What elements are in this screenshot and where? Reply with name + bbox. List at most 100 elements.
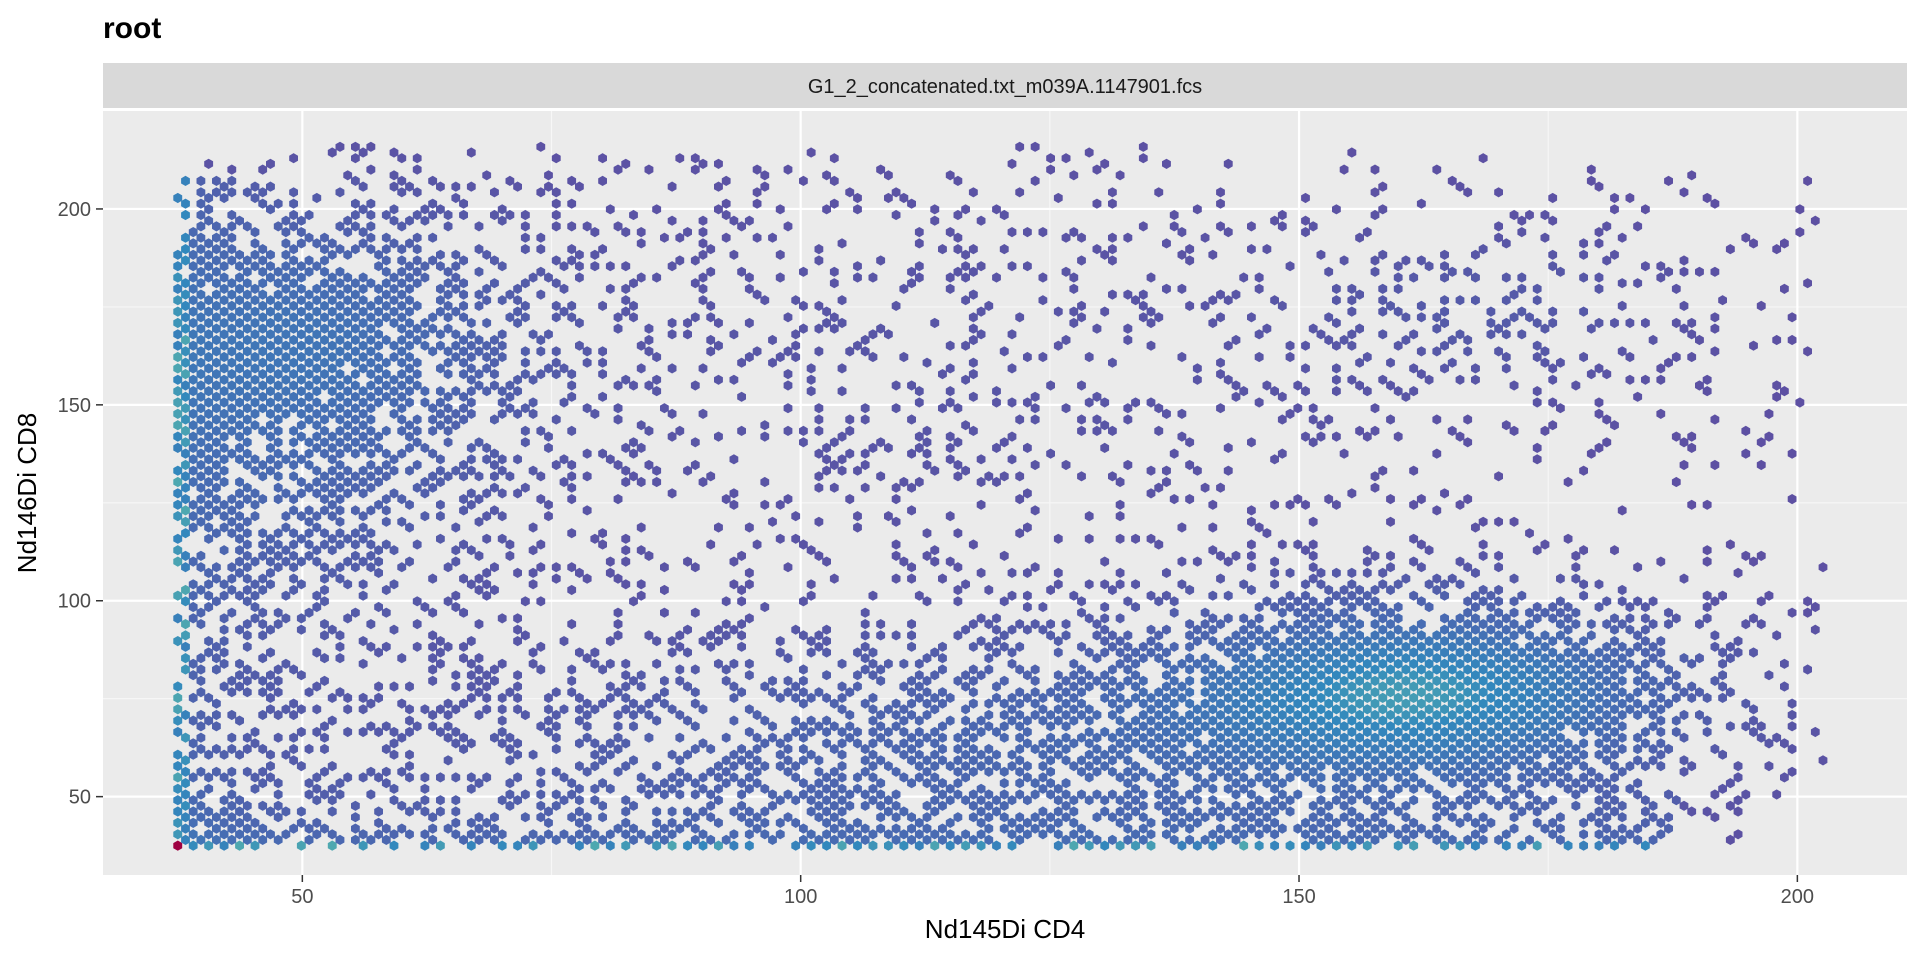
hex-cell [1030, 175, 1040, 186]
hex-cell [312, 317, 322, 329]
hex-cell [1725, 778, 1735, 789]
hex-cell [1100, 556, 1110, 567]
hex-cell [1787, 494, 1797, 505]
hex-cell [459, 414, 468, 425]
hex-cell [1123, 789, 1133, 800]
hex-cell [1370, 721, 1380, 732]
hex-cell [266, 374, 275, 385]
hex-cell [459, 698, 468, 709]
hex-cell [660, 834, 669, 845]
hex-cell [1154, 482, 1164, 493]
hex-cell [706, 539, 716, 550]
hex-cell [235, 215, 244, 226]
hex-cell [327, 476, 337, 488]
hex-cell [1138, 221, 1148, 232]
hex-cell [544, 726, 553, 738]
hex-cell [235, 386, 244, 397]
hex-cell [420, 340, 430, 351]
hex-cell [1648, 687, 1658, 698]
hex-cell [1563, 692, 1573, 703]
hex-cell [1362, 726, 1372, 738]
hex-cell [451, 420, 461, 431]
hex-cell [1169, 687, 1179, 698]
hex-cell [791, 817, 801, 828]
hex-cell [1362, 567, 1372, 578]
hex-cell [1378, 579, 1388, 590]
hex-cell [266, 806, 275, 817]
hex-cell [1169, 664, 1179, 675]
hex-cell [806, 749, 816, 760]
hex-cell [351, 482, 360, 493]
hex-cell [845, 800, 855, 811]
hex-cell [1710, 596, 1720, 607]
hex-cell [914, 590, 924, 601]
hex-cell [1308, 732, 1318, 743]
hex-cell [1339, 743, 1349, 755]
hex-cell [1038, 772, 1048, 783]
hex-cell [1162, 465, 1171, 476]
hex-cell [219, 840, 229, 851]
hex-cell [1540, 664, 1550, 675]
hex-cell [1525, 721, 1534, 732]
hex-cell [250, 772, 260, 783]
hex-cell [304, 266, 314, 277]
hex-cell [343, 704, 353, 715]
hex-cell [235, 533, 244, 544]
hex-cell [1069, 272, 1079, 283]
hex-cell [513, 317, 522, 329]
hex-cell [1393, 681, 1403, 692]
hex-cell [1301, 840, 1310, 851]
hex-cell [258, 834, 268, 845]
hex-cell [621, 283, 631, 294]
hex-cell [343, 408, 353, 419]
hex-cell [1617, 721, 1627, 732]
hex-cell [1378, 761, 1388, 772]
hex-cell [327, 283, 337, 294]
hex-cell [721, 834, 731, 845]
hex-cell [1285, 738, 1295, 749]
hex-cell [1370, 630, 1380, 641]
hex-cell [343, 397, 353, 408]
hex-cell [296, 408, 306, 419]
hex-cell [1571, 562, 1581, 573]
hex-cell [968, 357, 978, 368]
hex-cell [505, 800, 515, 811]
hex-cell [1787, 721, 1797, 732]
hex-cell [1301, 624, 1310, 635]
hex-cell [466, 465, 476, 476]
hex-cell [173, 806, 183, 817]
hex-cell [1463, 709, 1473, 721]
hex-cell [683, 840, 692, 851]
hex-cell [412, 255, 422, 266]
hex-cell [289, 289, 298, 300]
hex-cell [196, 653, 206, 664]
hex-cell [242, 300, 252, 311]
hex-cell [1432, 755, 1442, 766]
hex-cell [420, 272, 430, 283]
hex-cell [366, 198, 376, 209]
hex-cell [289, 300, 298, 311]
hex-cell [1277, 596, 1287, 607]
hex-cell [1486, 715, 1496, 726]
hex-cell [1556, 675, 1565, 686]
hex-cell [273, 312, 283, 323]
hex-cell [188, 579, 198, 590]
hex-cell [1254, 795, 1264, 806]
hex-cell [1370, 266, 1380, 277]
hex-cell [1347, 567, 1357, 578]
hex-cell [1277, 698, 1287, 709]
hex-cell [1501, 783, 1511, 794]
hex-cell [235, 840, 244, 851]
hex-cell [420, 783, 430, 794]
hex-cell [196, 289, 206, 300]
hex-cell [466, 840, 476, 851]
hex-cell [590, 783, 600, 794]
hex-cell [1162, 158, 1171, 169]
hex-cell [1216, 664, 1225, 675]
hex-cell [1617, 596, 1627, 607]
hex-cell [891, 721, 901, 732]
hex-cell [1100, 636, 1110, 647]
hex-cell [1231, 755, 1241, 766]
hex-cell [1455, 715, 1465, 726]
hex-cell [1355, 380, 1364, 391]
